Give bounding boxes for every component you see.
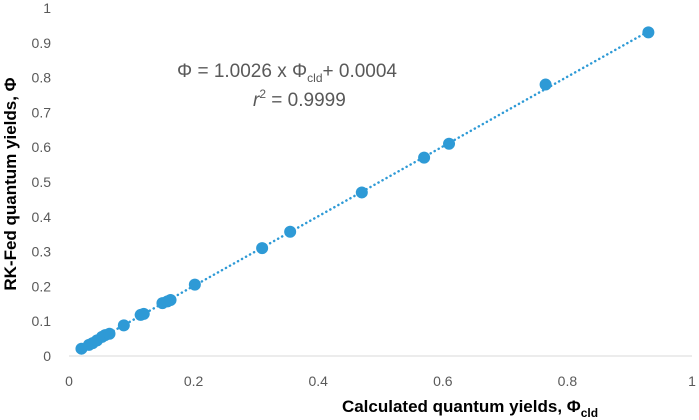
y-tick-label: 0.3: [32, 244, 52, 260]
y-tick-label: 0.7: [32, 104, 52, 120]
x-tick-label: 0: [65, 373, 73, 389]
regression-equation: Φ = 1.0026 x Φcld+ 0.0004: [177, 61, 397, 85]
y-tick-label: 0.6: [32, 139, 52, 155]
x-tick-label: 0.6: [433, 373, 453, 389]
data-point: [256, 242, 269, 255]
r-squared-label: r2 = 0.9999: [253, 87, 346, 111]
y-tick-label: 1: [43, 0, 51, 16]
x-axis-ticks: 0 0.2 0.4 0.6 0.8 1: [65, 373, 696, 389]
data-point: [188, 278, 201, 291]
data-point: [642, 26, 655, 39]
x-axis-title: Calculated quantum yields, Φcld: [342, 397, 598, 420]
y-tick-label: 0.1: [32, 313, 52, 329]
y-tick-label: 0: [43, 348, 51, 364]
x-tick-label: 1: [688, 373, 696, 389]
data-point: [103, 327, 116, 340]
data-point: [284, 225, 297, 238]
data-point: [355, 186, 368, 199]
x-tick-label: 0.4: [308, 373, 328, 389]
y-tick-label: 0.8: [32, 70, 52, 86]
data-point: [443, 137, 456, 150]
x-tick-label: 0.8: [558, 373, 578, 389]
data-point: [418, 151, 431, 164]
data-point: [539, 78, 552, 91]
data-point: [117, 319, 130, 332]
x-tick-label: 0.2: [184, 373, 204, 389]
data-points: [75, 26, 655, 355]
y-tick-label: 0.2: [32, 278, 52, 294]
y-axis-ticks: 0 0.1 0.2 0.3 0.4 0.5 0.6 0.7 0.8 0.9 1: [32, 0, 52, 364]
y-axis-title: RK-Fed quantum yields, Φ: [1, 77, 20, 290]
data-point: [137, 307, 150, 320]
y-tick-label: 0.4: [32, 209, 52, 225]
data-point: [164, 293, 177, 306]
y-tick-label: 0.9: [32, 35, 52, 51]
y-tick-label: 0.5: [32, 174, 52, 190]
